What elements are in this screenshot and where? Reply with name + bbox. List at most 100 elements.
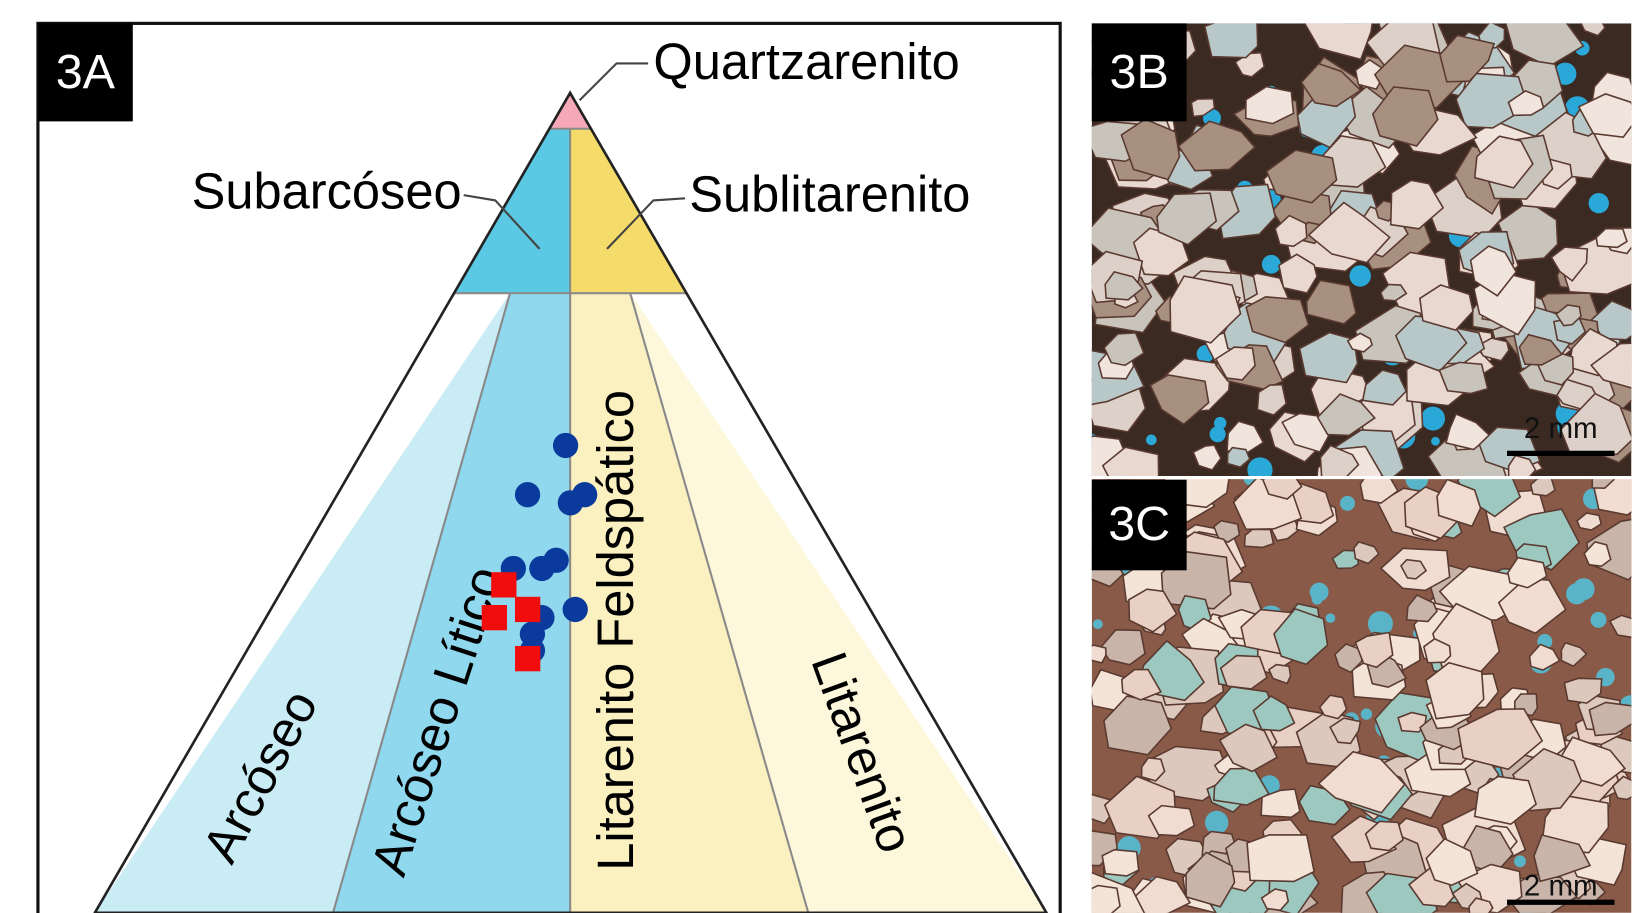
grain [1473,775,1538,826]
sample-circle [514,482,541,508]
sample-circle [552,432,579,459]
sample-square [481,605,507,631]
grain [1346,332,1374,353]
grain [1418,284,1474,332]
grain [1445,412,1492,451]
grain [1219,654,1268,690]
field-sublitharenite [570,128,687,294]
grain [1169,275,1242,344]
grain [1422,637,1452,664]
field-subarkose [454,128,571,294]
field-litharenite [630,293,1047,913]
panel-label-box [1091,23,1187,122]
grain [1256,383,1288,416]
grain [1436,478,1482,528]
sample-points [481,432,598,672]
grain [1303,23,1374,61]
cement [1590,611,1607,628]
grain [1507,90,1545,117]
grain [1563,677,1603,704]
grain [1218,723,1279,773]
panel-label-box [37,23,133,122]
grain [1128,588,1178,633]
grain [1192,444,1222,471]
grain [1438,361,1489,395]
field-label: Quartzarenito [653,33,959,90]
grain [1560,641,1588,668]
grain [1438,34,1496,83]
grain [1244,85,1295,125]
grain [1555,304,1582,327]
field-quartzarenite [549,92,592,129]
grain [1588,701,1632,737]
grain [1583,540,1612,568]
cement [1325,613,1336,623]
grain [1506,556,1548,589]
grain [1103,332,1145,367]
grain [1455,72,1530,129]
grain [1353,540,1380,565]
cement [1367,611,1393,637]
grain [1559,392,1632,456]
grain [1260,888,1290,912]
grain [1354,631,1394,669]
sample-square [515,646,541,672]
grain [1252,695,1296,732]
sample-square [491,572,517,598]
grain [1226,446,1251,469]
grain [1361,369,1408,406]
grain [1212,519,1241,544]
leader-line [606,197,686,250]
grain [1580,23,1606,37]
grain [1185,851,1236,908]
grain [1104,270,1144,301]
grain [1262,478,1303,500]
grain [1577,93,1632,139]
cement [1421,406,1445,431]
leader-line [578,62,649,102]
cement [1588,192,1609,214]
cement [1214,416,1227,430]
field-boundary [332,292,512,913]
field-label: Subarcóseo [192,163,462,220]
sample-circle [529,555,555,582]
grain [1497,200,1559,262]
grain [1595,227,1628,249]
cement [1261,254,1281,274]
grain [1425,661,1485,720]
grain [1091,884,1121,913]
grain [1274,214,1308,248]
cement [1405,478,1429,491]
grain [1469,245,1518,297]
cement [1204,810,1229,835]
cement [1309,582,1329,602]
grain [1203,23,1259,59]
cement [1514,855,1526,868]
photomicrograph [1091,23,1632,477]
grain [1243,528,1275,549]
grain [1091,830,1119,867]
grain [1245,296,1310,344]
grain [1267,663,1292,685]
grain [1278,253,1318,294]
grain [1101,848,1140,877]
grain [1468,897,1494,913]
field-feldspathic-litharenite [570,293,809,913]
grain [1103,695,1173,756]
grain [1540,793,1610,854]
grain [1529,478,1556,497]
grain [1319,444,1360,477]
grain [1305,279,1357,325]
grain [1265,149,1338,204]
cement [1349,265,1371,287]
field-label: Litarenito Feldspático [587,390,644,871]
grain [1101,446,1160,477]
grain [1518,333,1564,366]
cement [1247,457,1273,477]
grain [1611,775,1632,801]
scale-label: 2 mm [1524,412,1598,445]
grain [1608,614,1632,639]
grain [1590,342,1632,389]
field-lithic-arkose [333,293,571,913]
